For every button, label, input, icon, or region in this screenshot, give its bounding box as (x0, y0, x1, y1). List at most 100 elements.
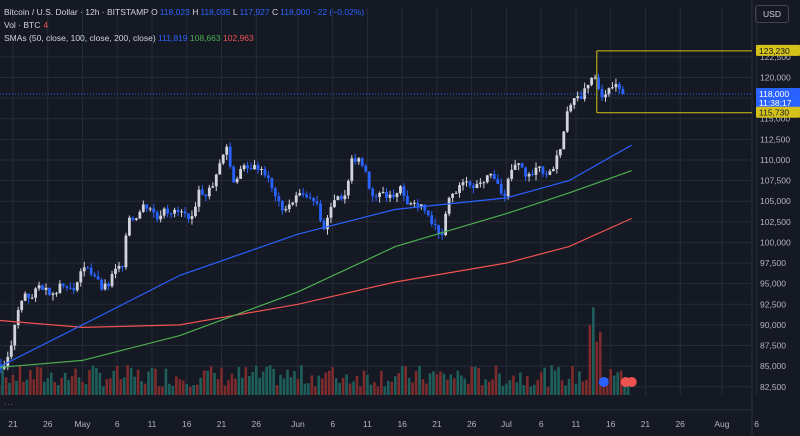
volume-bar (282, 378, 286, 395)
candle-body (204, 194, 208, 197)
candle-body (346, 180, 350, 196)
candle-body (492, 173, 496, 180)
candle-body (131, 217, 135, 220)
volume-bar (88, 370, 91, 395)
candle-body (600, 89, 604, 98)
x-tick-label: Jul (501, 419, 512, 429)
volume-bar (487, 381, 491, 395)
candle-body (121, 265, 124, 268)
volume-bar (529, 386, 533, 395)
volume-bar (49, 372, 53, 395)
candle-body (322, 220, 326, 230)
candle-body (253, 164, 256, 170)
candle-body (565, 111, 569, 132)
candle-body (499, 183, 503, 194)
candle-body (583, 88, 587, 99)
x-tick-label: 21 (217, 419, 227, 429)
chart-legend: Bitcoin / U.S. Dollar · 12h · BITSTAMP O… (4, 6, 364, 45)
volume-bar (352, 381, 355, 395)
close-label: C (272, 7, 279, 17)
y-tick-label: 85,000 (760, 361, 786, 371)
volume-bar (626, 381, 630, 395)
volume-bar (126, 365, 129, 395)
candle-body (489, 173, 493, 176)
candle-body (221, 154, 225, 164)
volume-bar (307, 383, 310, 395)
volume-bar (623, 381, 626, 395)
flag-icon (626, 377, 637, 387)
y-tick-label: 110,000 (760, 155, 790, 165)
candle-body (430, 215, 434, 225)
volume-bar (585, 379, 588, 395)
y-tick-label: 105,000 (760, 196, 791, 206)
volume-bar (25, 379, 29, 395)
candle-body (301, 193, 305, 195)
candle-body (267, 175, 270, 179)
volume-bar (473, 366, 477, 395)
volume-bar (234, 378, 237, 395)
candle-body (291, 202, 295, 205)
y-tick-label: 95,000 (760, 279, 786, 289)
candle-body (527, 173, 531, 177)
y-tick-label: 97,500 (760, 258, 786, 268)
volume-bar (258, 377, 262, 395)
candle-body (34, 288, 37, 298)
candle-body (478, 182, 482, 184)
candle-body (152, 208, 156, 213)
volume-bar (237, 367, 241, 395)
volume-bar (574, 383, 578, 395)
volume-bar (227, 380, 230, 395)
price-label-text: 123,230 (759, 46, 790, 56)
candle-body (169, 213, 173, 215)
volume-bar (181, 380, 185, 395)
x-tick-label: 16 (397, 419, 407, 429)
candle-body (374, 196, 378, 198)
candle-body (270, 178, 274, 189)
volume-bar (390, 381, 394, 395)
candle-body (138, 211, 142, 219)
sma-row: SMAs (50, close, 100, close, 200, close)… (4, 32, 364, 45)
price-label-text: 115,730 (759, 108, 789, 118)
volume-bar (571, 366, 574, 395)
volume-bar (491, 379, 494, 395)
candle-body (162, 208, 166, 216)
candle-body (541, 166, 545, 174)
more-options-icon[interactable]: ... (4, 398, 14, 407)
candle-body (548, 171, 552, 175)
volume-bar (418, 365, 421, 395)
volume-bar (366, 374, 369, 395)
volume-bar (248, 376, 251, 395)
symbol-title: Bitcoin / U.S. Dollar · 12h · BITSTAMP (4, 7, 149, 17)
volume-bar (564, 385, 567, 395)
volume-bar (560, 380, 564, 395)
candle-body (419, 204, 423, 207)
volume-bar (359, 386, 362, 395)
candle-body (312, 197, 315, 202)
candle-body (134, 218, 138, 220)
candle-body (357, 158, 361, 162)
candle-body (41, 285, 44, 290)
candle-body (378, 192, 382, 197)
volume-bar (557, 366, 560, 395)
candle-body (141, 204, 145, 212)
volume-bar (536, 380, 540, 395)
candle-body (110, 273, 114, 287)
candle-body (406, 195, 409, 205)
volume-bar (143, 383, 147, 395)
volume-bar (36, 366, 39, 395)
candle-body (621, 88, 625, 94)
low-value: 117,927 (239, 7, 270, 17)
volume-bar (331, 367, 334, 395)
candle-body (263, 169, 267, 176)
x-tick-label: 21 (641, 419, 651, 429)
volume-bar (286, 369, 289, 395)
candle-body (593, 77, 597, 79)
currency-selector[interactable]: USD (755, 5, 789, 23)
volume-bar (456, 370, 460, 395)
volume-bar (171, 385, 175, 395)
volume-bar (609, 369, 612, 395)
volume-bar (202, 370, 206, 395)
volume-bar (432, 371, 435, 395)
